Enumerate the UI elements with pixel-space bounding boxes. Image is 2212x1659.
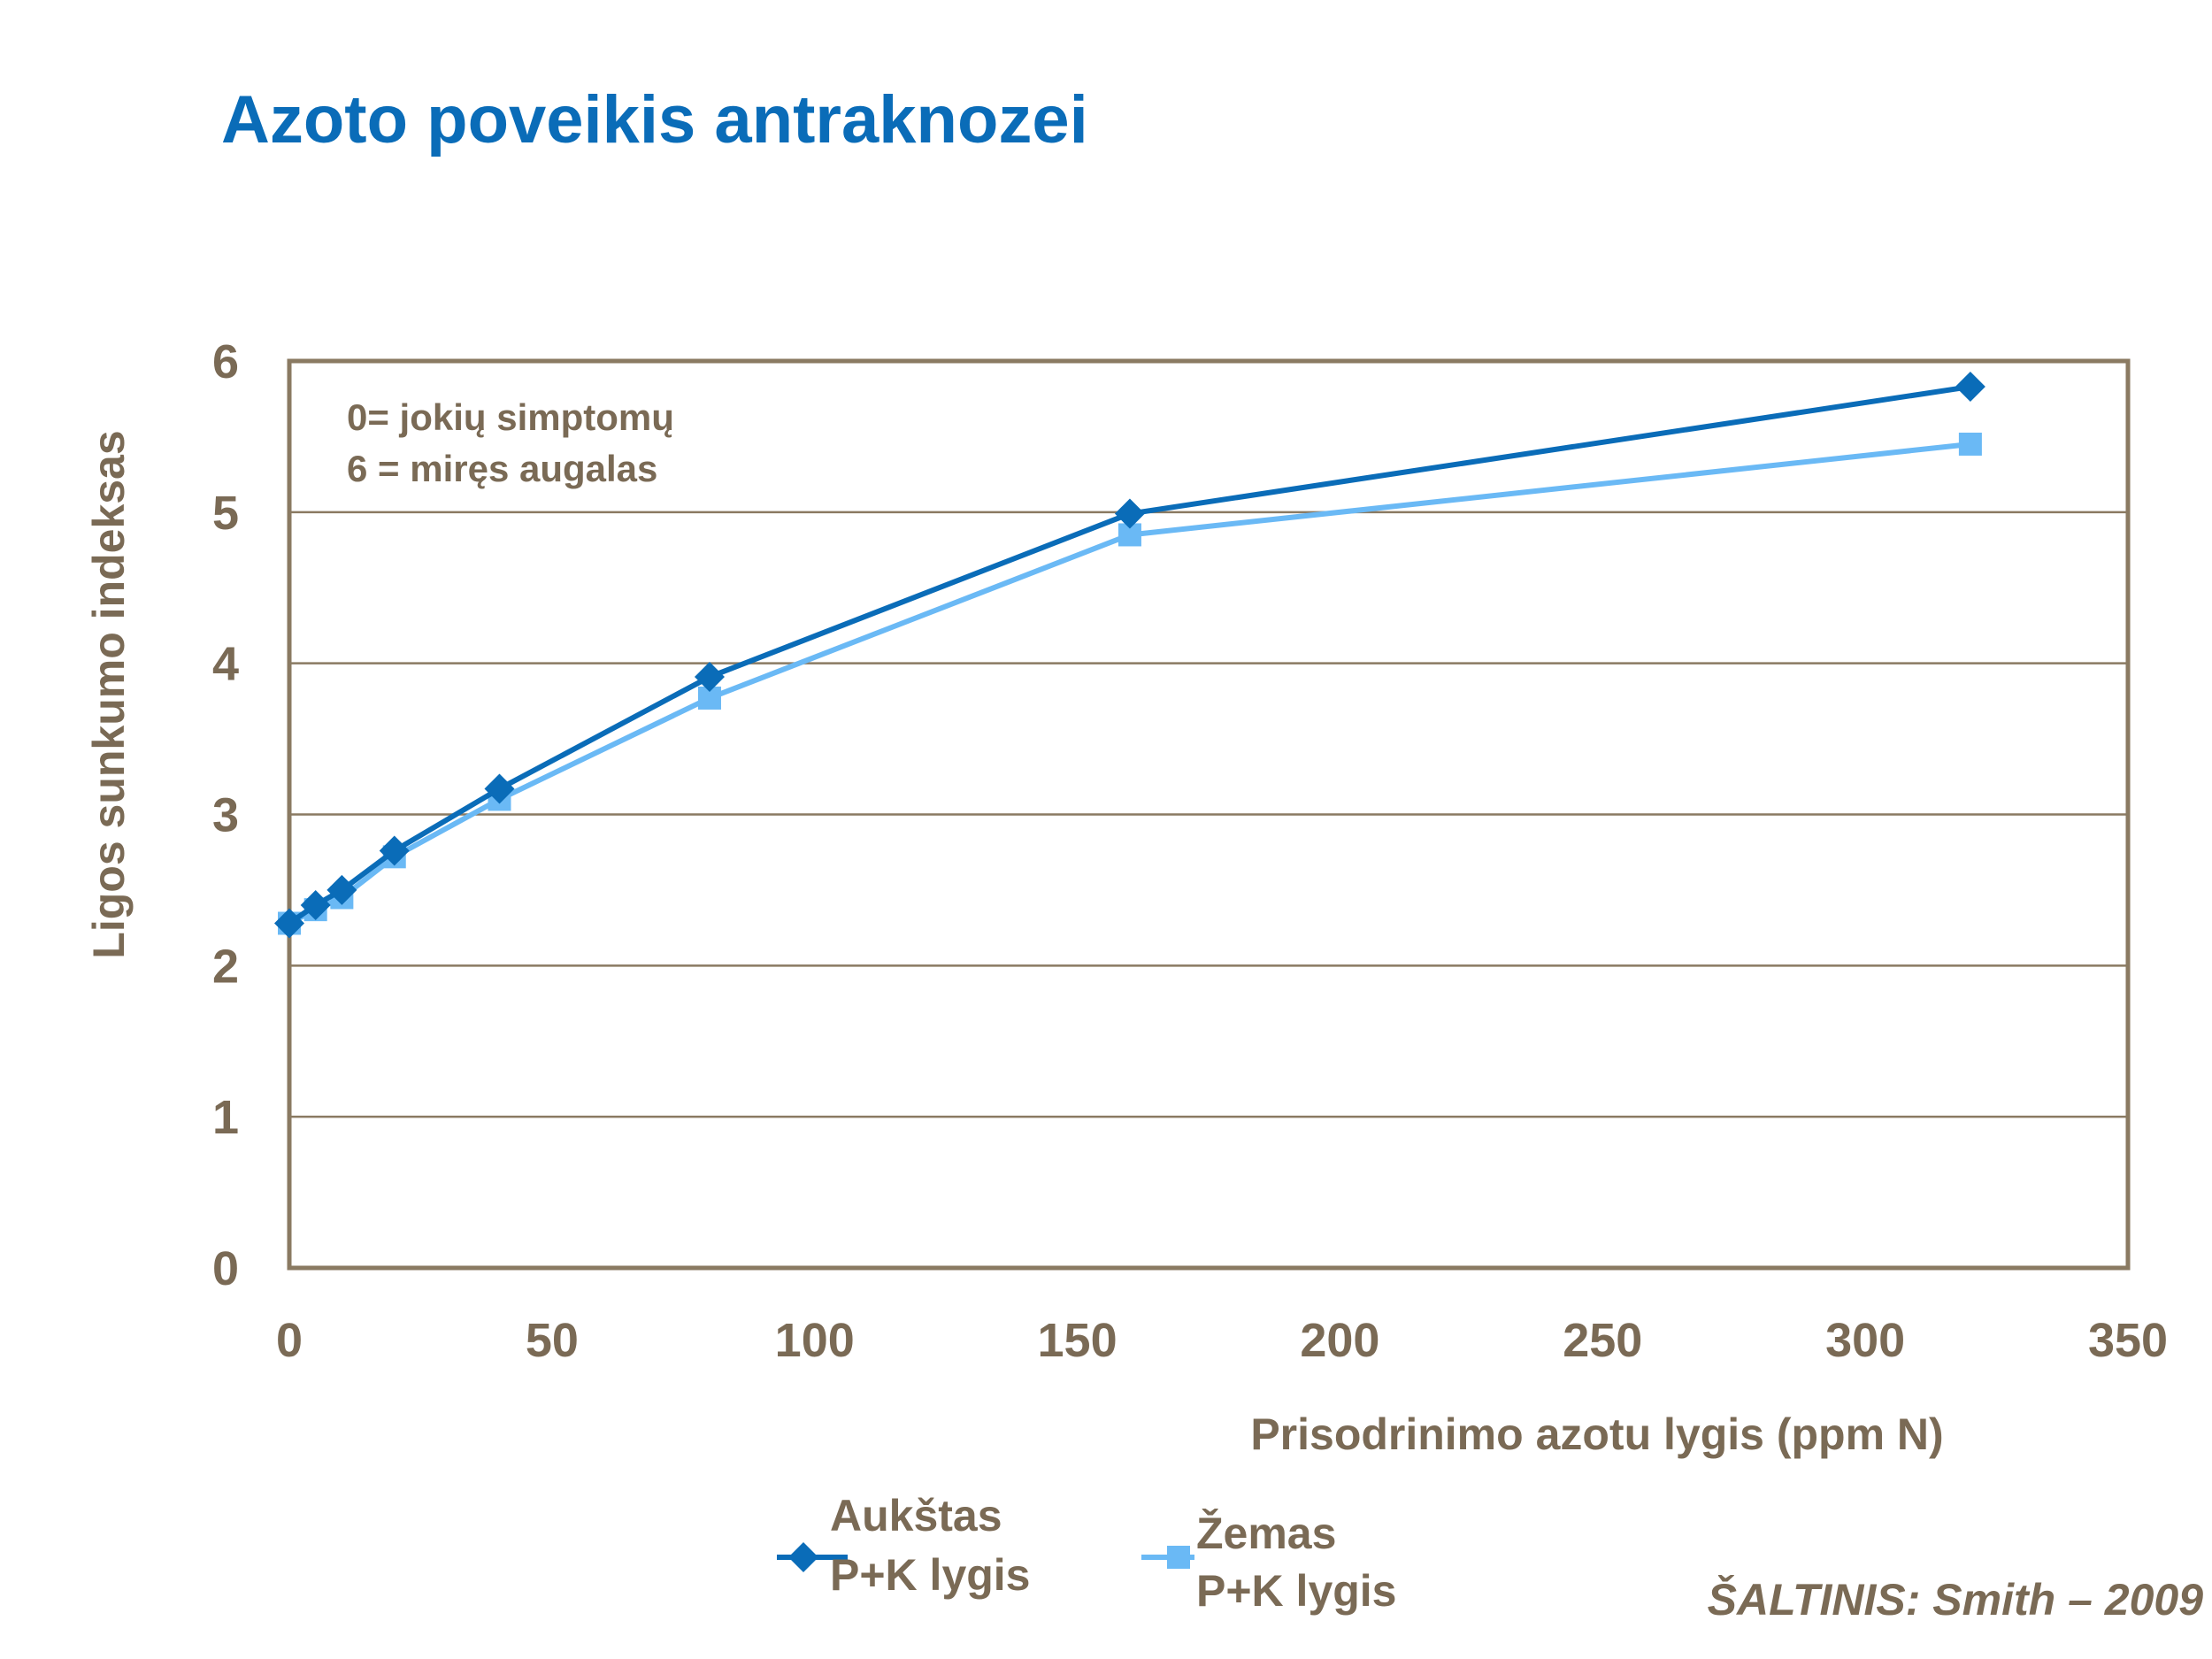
x-tick-label-250: 250 xyxy=(1563,1314,1642,1367)
legend-marker-1 xyxy=(788,1542,818,1572)
legend-item-2: Žemas P+K lygis xyxy=(1141,1509,1397,1616)
x-tick-label-150: 150 xyxy=(1038,1314,1118,1367)
legend-label-1-line-2: P+K lygis xyxy=(830,1550,1031,1600)
legend-label-1-line-1: Aukštas xyxy=(830,1491,1002,1540)
page-title: Azoto poveikis antraknozei xyxy=(221,82,1088,157)
legend-label-2-line-2: P+K lygis xyxy=(1196,1566,1397,1616)
y-axis-title: Ligos sunkumo indeksas xyxy=(84,430,134,958)
series-1-point-1 xyxy=(274,908,304,939)
x-tick-label-100: 100 xyxy=(775,1314,855,1367)
y-tick-label-5: 5 xyxy=(212,487,239,540)
y-tick-label-4: 4 xyxy=(212,638,239,691)
series-1-point-7 xyxy=(1114,498,1145,529)
legend-marker-2 xyxy=(1167,1546,1190,1569)
x-axis-ticks: 0 50 100 150 200 250 300 350 xyxy=(276,1314,2168,1367)
plot-frame xyxy=(287,358,2131,1271)
series-layer xyxy=(274,372,1985,939)
series-1-point-8 xyxy=(1955,372,1985,403)
series-1 xyxy=(274,372,1985,939)
series-2-point-8 xyxy=(1958,432,1982,456)
y-tick-label-1: 1 xyxy=(212,1091,239,1144)
legend-label-2-line-1: Žemas xyxy=(1196,1509,1336,1558)
legend-item-1: Aukštas P+K lygis xyxy=(777,1491,1031,1600)
series-1-point-5 xyxy=(484,773,515,804)
y-tick-label-2: 2 xyxy=(212,940,239,993)
x-tick-label-200: 200 xyxy=(1300,1314,1379,1367)
source-note: ŠALTINIS: Smith – 2009 xyxy=(1708,1574,2204,1624)
y-tick-label-6: 6 xyxy=(212,335,239,388)
y-tick-label-0: 0 xyxy=(212,1242,239,1295)
x-tick-label-300: 300 xyxy=(1825,1314,1905,1367)
series-1-point-3 xyxy=(326,874,357,905)
annotation-scale-max: 6 = miręs augalas xyxy=(347,448,657,489)
series-1-point-2 xyxy=(300,890,331,920)
series-1-point-4 xyxy=(379,835,410,866)
gridlines xyxy=(289,511,2128,1118)
x-tick-label-50: 50 xyxy=(526,1314,579,1367)
x-tick-label-350: 350 xyxy=(2088,1314,2168,1367)
x-tick-label-0: 0 xyxy=(276,1314,303,1367)
annotation-scale-min: 0= jokių simptomų xyxy=(347,396,674,438)
series-1-point-6 xyxy=(694,662,725,693)
y-tick-label-3: 3 xyxy=(212,789,239,842)
y-axis-ticks: 0 1 2 3 4 5 6 xyxy=(212,335,239,1295)
x-axis-title: Prisodrinimo azotu lygis (ppm N) xyxy=(1250,1409,1943,1459)
legend: Aukštas P+K lygis Žemas P+K lygis xyxy=(777,1491,1397,1616)
